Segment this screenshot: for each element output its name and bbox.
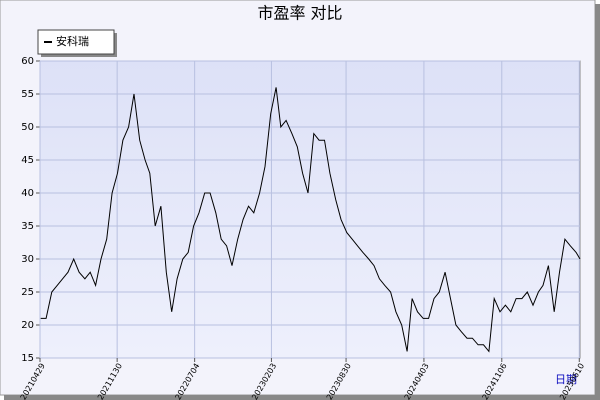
- legend-label: 安科瑞: [56, 34, 89, 48]
- y-tick-label: 35: [21, 221, 34, 232]
- y-tick-label: 55: [21, 89, 34, 100]
- x-axis-label: 日期: [555, 373, 577, 386]
- plot-area: [39, 60, 581, 359]
- legend: 安科瑞: [37, 29, 117, 57]
- y-tick-label: 30: [21, 254, 34, 265]
- frame-shadow: [4, 395, 600, 400]
- y-tick-label: 25: [21, 287, 34, 298]
- y-tick-label: 50: [21, 122, 34, 133]
- y-tick-label: 15: [21, 353, 34, 364]
- frame-shadow: [595, 4, 600, 400]
- chart-title: 市盈率 对比: [257, 4, 342, 23]
- y-tick-label: 60: [21, 56, 34, 67]
- y-tick-label: 45: [21, 155, 34, 166]
- y-tick-label: 20: [21, 320, 34, 331]
- line: [40, 87, 581, 353]
- y-tick-label: 40: [21, 188, 34, 199]
